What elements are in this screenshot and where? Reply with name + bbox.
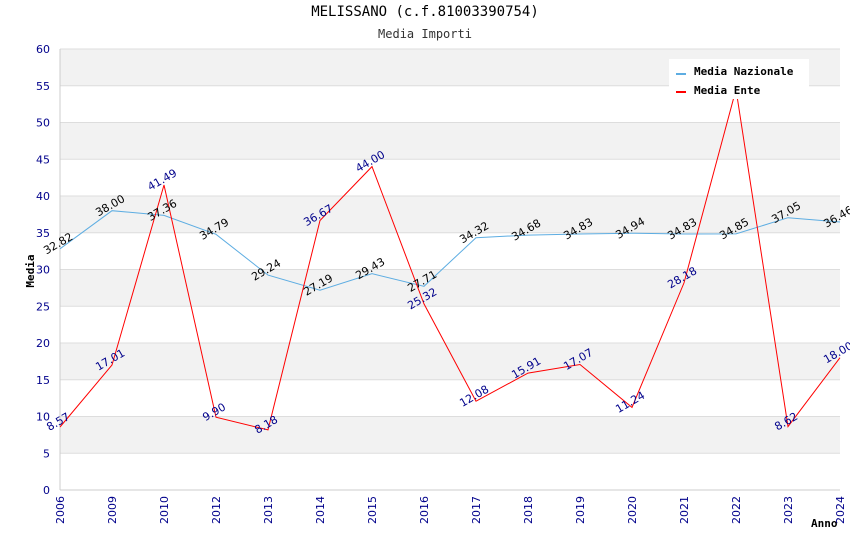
band bbox=[60, 306, 840, 343]
y-tick-label: 45 bbox=[36, 153, 50, 166]
band bbox=[60, 196, 840, 233]
x-axis: 2006 2009 2010 2012 2013 2014 2015 2016 2017 2018… bbox=[54, 496, 847, 524]
band bbox=[60, 416, 840, 454]
y-tick-label: 15 bbox=[36, 374, 50, 387]
y-tick-label: 50 bbox=[36, 117, 50, 130]
x-tick-label: 2024 bbox=[834, 496, 847, 524]
x-axis-title: Anno bbox=[811, 517, 838, 530]
background-bands bbox=[59, 48, 840, 491]
band bbox=[60, 232, 840, 270]
x-tick-label: 2017 bbox=[470, 496, 483, 524]
legend-label-ente: Media Ente bbox=[694, 84, 761, 97]
y-tick-label: 10 bbox=[36, 411, 50, 424]
x-tick-label: 2016 bbox=[418, 496, 431, 524]
x-tick-label: 2014 bbox=[314, 496, 327, 524]
y-tick-label: 55 bbox=[36, 80, 50, 93]
y-tick-label: 5 bbox=[43, 447, 50, 460]
y-tick-label: 60 bbox=[36, 43, 50, 56]
band bbox=[60, 269, 840, 307]
x-tick-label: 2015 bbox=[366, 496, 379, 524]
x-tick-label: 2009 bbox=[106, 496, 119, 524]
band bbox=[60, 343, 840, 380]
x-tick-label: 2022 bbox=[730, 496, 743, 524]
legend: Media Nazionale Media Ente bbox=[669, 59, 809, 99]
y-axis-title: Media bbox=[24, 254, 37, 287]
legend-box bbox=[669, 59, 809, 99]
y-tick-label: 35 bbox=[36, 227, 50, 240]
chart-title: MELISSANO (c.f.81003390754) bbox=[311, 4, 539, 20]
x-tick-label: 2020 bbox=[626, 496, 639, 524]
x-tick-label: 2013 bbox=[262, 496, 275, 524]
y-tick-label: 0 bbox=[43, 484, 50, 497]
band bbox=[60, 453, 840, 490]
y-axis: 0 5 10 15 20 25 30 35 40 45 50 55 60 bbox=[36, 43, 50, 497]
chart-subtitle: Media Importi bbox=[378, 27, 472, 41]
legend-label-nazionale: Media Nazionale bbox=[694, 65, 794, 78]
x-tick-label: 2006 bbox=[54, 496, 67, 524]
y-tick-label: 25 bbox=[36, 300, 50, 313]
y-tick-label: 20 bbox=[36, 337, 50, 350]
x-tick-label: 2018 bbox=[522, 496, 535, 524]
series-lines bbox=[59, 89, 841, 431]
x-tick-label: 2012 bbox=[210, 496, 223, 524]
series-line-nazionale bbox=[59, 210, 841, 291]
x-tick-label: 2010 bbox=[158, 496, 171, 524]
band bbox=[60, 122, 840, 160]
x-tick-label: 2019 bbox=[574, 496, 587, 524]
x-tick-label: 2021 bbox=[678, 496, 691, 524]
band bbox=[60, 379, 840, 417]
x-tick-label: 2023 bbox=[782, 496, 795, 524]
series-line-ente bbox=[59, 89, 841, 431]
y-tick-label: 30 bbox=[36, 264, 50, 277]
band bbox=[60, 159, 840, 196]
y-tick-label: 40 bbox=[36, 190, 50, 203]
